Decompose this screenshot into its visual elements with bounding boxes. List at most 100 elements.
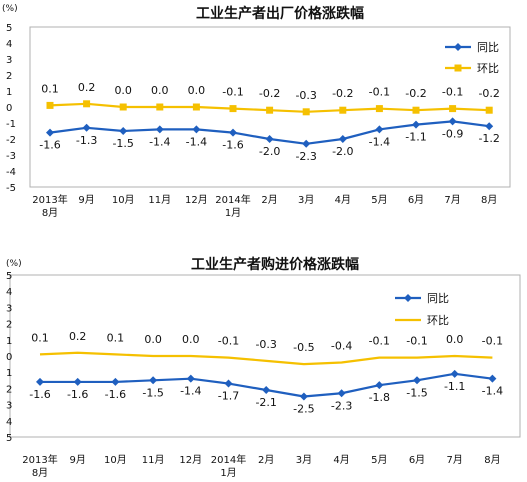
data-point <box>299 392 308 401</box>
y-tick-label: 5 <box>6 433 12 444</box>
series-line <box>39 351 493 366</box>
x-tick-label: 11月 <box>142 454 165 466</box>
data-point <box>266 106 274 114</box>
data-point <box>155 125 164 134</box>
data-point <box>450 369 459 378</box>
y-tick-label: 0 <box>6 352 12 363</box>
y-tick-label: -1 <box>6 119 16 130</box>
data-label: 0.0 <box>114 84 132 97</box>
y-tick-label: 2 <box>6 320 12 331</box>
y-tick-label: 5 <box>6 23 12 34</box>
x-tick-label: 8月 <box>481 194 497 206</box>
data-point <box>375 105 383 113</box>
data-label: 0.1 <box>31 331 49 344</box>
data-point <box>156 103 164 111</box>
y-tick-label: 3 <box>6 55 12 66</box>
data-label: -1.5 <box>112 137 133 150</box>
data-label: -0.2 <box>332 87 353 100</box>
data-point <box>46 101 54 109</box>
data-label: -0.1 <box>369 335 390 348</box>
data-point <box>186 374 195 383</box>
data-point <box>412 106 420 114</box>
data-label: -0.2 <box>478 87 499 100</box>
data-point <box>485 122 494 131</box>
data-label: -1.4 <box>149 135 170 148</box>
x-tick-label: 10月 <box>112 194 135 206</box>
data-label: 0.2 <box>78 81 96 94</box>
plot-area <box>29 26 511 188</box>
x-tick-label-line2: 1月 <box>225 207 241 219</box>
data-point <box>192 125 201 134</box>
chart-title: 工业生产者出厂价格涨跌幅 <box>196 5 364 22</box>
x-tick-label: 9月 <box>78 194 94 206</box>
data-point <box>229 105 237 113</box>
y-tick-label: 2 <box>6 384 12 395</box>
data-point <box>448 117 457 126</box>
data-label: 0.0 <box>144 333 162 346</box>
data-label: 0.0 <box>151 84 169 97</box>
data-label: 0.0 <box>182 333 200 346</box>
data-label: -0.9 <box>442 127 463 140</box>
y-tick-label: 4 <box>6 287 12 298</box>
data-point <box>229 128 237 137</box>
data-label: 0.0 <box>446 333 464 346</box>
x-tick-label: 6月 <box>408 194 424 206</box>
series-yoy: -1.6 -1.6 -1.6 -1.5 -1.4 -1.7 -2.1 -2.5 -2.3 -1.8… <box>29 369 503 416</box>
x-tick-label: 6月 <box>409 454 425 466</box>
data-label: 0.2 <box>69 330 87 343</box>
x-tick-label: 5月 <box>371 454 387 466</box>
series-mom: 0.1 0.2 0.1 0.0 0.0 -0.1 -0.3 -0.5 -0.4 -0.1 -0.1 0… <box>31 330 503 366</box>
data-label: -0.2 <box>259 87 280 100</box>
x-tick-label: 11月 <box>148 194 171 206</box>
x-tick-label: 12月 <box>185 194 208 206</box>
x-tick-label: 2013年 <box>32 193 67 206</box>
data-point <box>46 128 54 137</box>
data-point <box>413 376 421 385</box>
data-point <box>375 125 384 134</box>
data-label: -1.4 <box>180 385 201 398</box>
x-tick-label: 4月 <box>333 454 349 466</box>
x-tick-label-line2: 8月 <box>32 467 48 479</box>
y-tick-label: 4 <box>6 39 12 50</box>
data-label: -0.1 <box>406 335 427 348</box>
y-tick-label: 5 <box>6 271 12 282</box>
data-label: 0.1 <box>41 82 59 95</box>
data-point <box>485 106 493 114</box>
data-point <box>111 377 120 386</box>
data-label: -1.3 <box>76 134 97 147</box>
x-tick-label: 9月 <box>70 454 86 466</box>
data-label: -1.4 <box>482 385 503 398</box>
data-point <box>338 135 347 143</box>
x-tick-label: 2月 <box>258 454 274 466</box>
data-point <box>82 123 91 132</box>
data-label: -2.3 <box>331 399 352 412</box>
data-point <box>149 376 158 385</box>
series-mom: 0.1 0.2 0.0 0.0 0.0 -0.1 -0.2 -0.3 -0.2 -0.1 -0.2 -… <box>41 81 500 116</box>
data-label: -0.1 <box>369 86 390 99</box>
data-label: -1.4 <box>186 135 207 148</box>
data-point <box>192 103 200 111</box>
x-tick-label: 8月 <box>484 454 500 466</box>
data-label: -2.5 <box>293 403 314 416</box>
data-point <box>339 106 347 114</box>
data-point <box>449 105 457 113</box>
data-label: -0.1 <box>482 335 503 348</box>
data-label: -1.1 <box>405 131 426 144</box>
legend-label: 同比 <box>427 292 449 305</box>
x-tick-label: 2013年 <box>22 453 57 466</box>
data-label: 0.1 <box>107 331 125 344</box>
data-label: -1.5 <box>406 386 427 399</box>
legend-marker <box>454 64 462 72</box>
data-label: -2.0 <box>259 145 280 158</box>
y-tick-label: -3 <box>6 151 16 162</box>
data-label: -1.7 <box>218 390 239 403</box>
data-label: -0.1 <box>442 86 463 99</box>
data-point <box>488 374 497 383</box>
y-axis-unit: (%) <box>6 259 22 269</box>
data-label: -2.3 <box>295 150 316 163</box>
x-tick-label-line2: 1月 <box>220 467 236 479</box>
